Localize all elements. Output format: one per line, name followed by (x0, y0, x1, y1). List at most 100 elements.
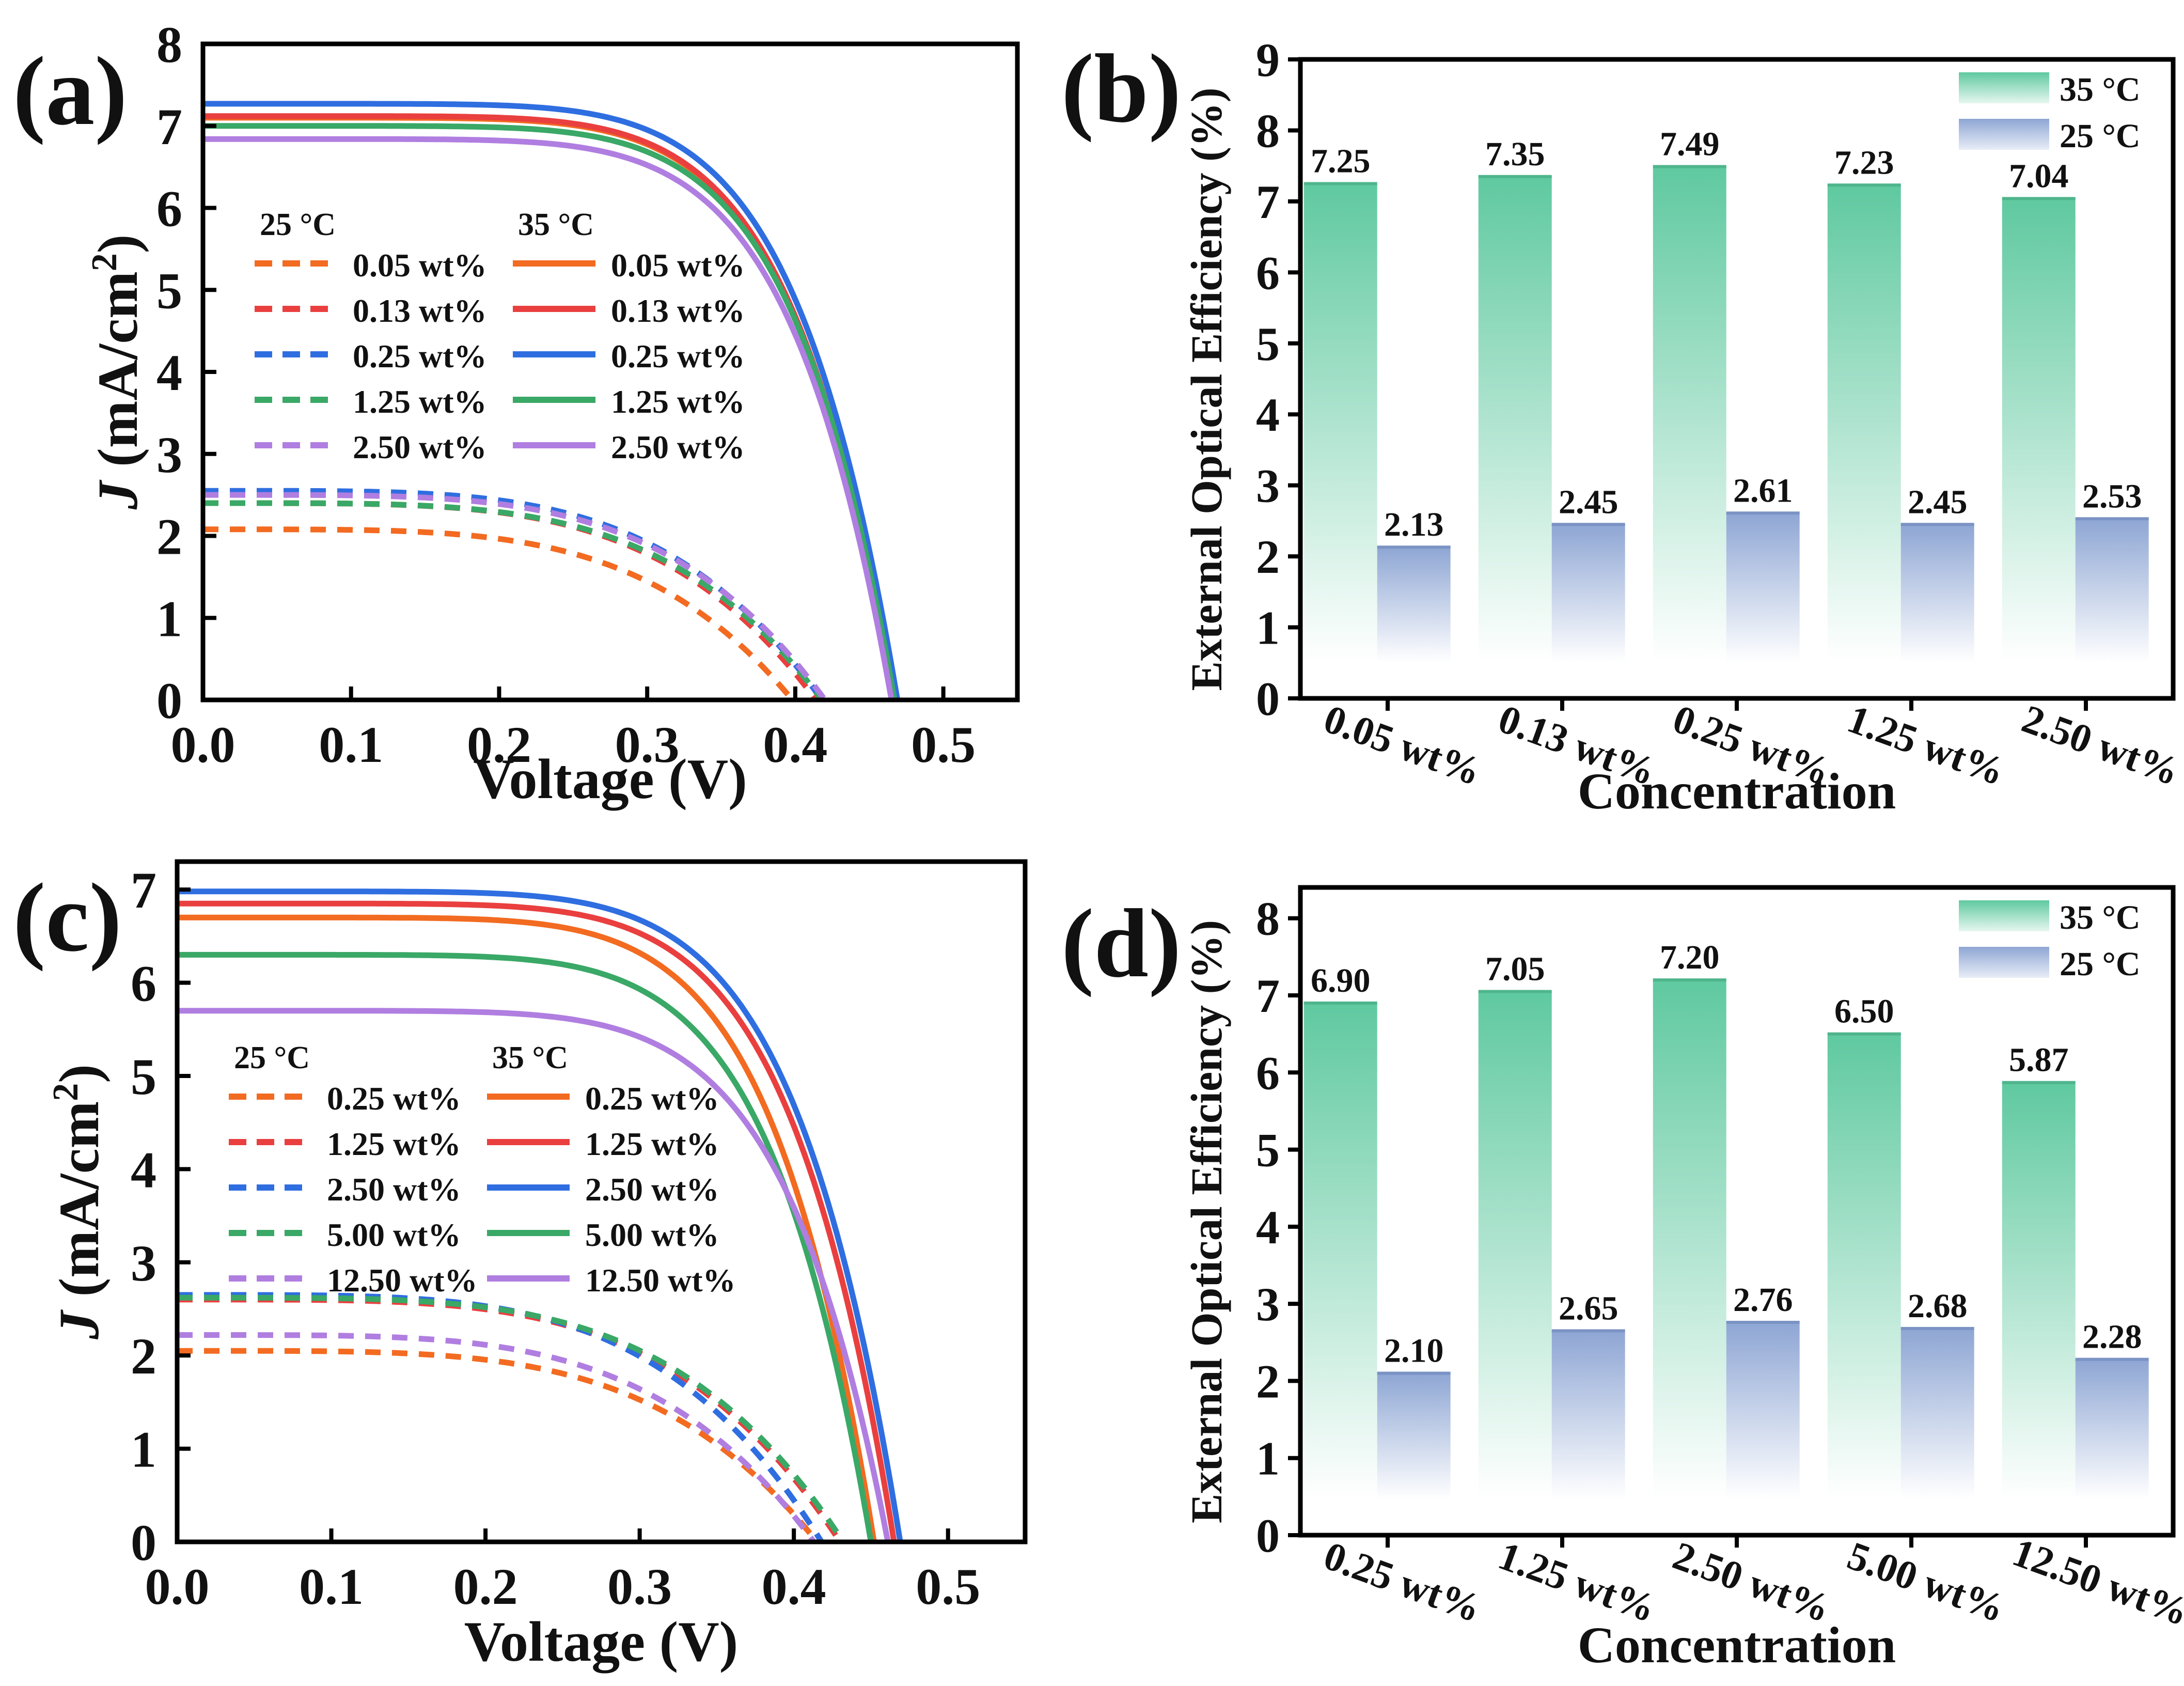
panel-label: (c) (13, 864, 122, 972)
y-tick-label: 8 (1256, 104, 1280, 157)
bar-35c (1827, 185, 1901, 662)
bar-25c-value-label: 2.28 (2082, 1318, 2142, 1356)
bar-35c-value-label: 7.05 (1485, 950, 1545, 988)
y-tick-label: 9 (1256, 34, 1280, 86)
y-axis-label-close: ) (48, 1064, 111, 1083)
bar-35c (1478, 991, 1552, 1499)
x-tick-label: 0.1 (299, 1558, 364, 1615)
legend-label: 5.00 wt% (327, 1216, 461, 1253)
x-tick-label: 0.3 (607, 1558, 672, 1615)
bar-35c (2002, 1082, 2076, 1499)
legend-label: 2.50 wt% (585, 1171, 719, 1208)
x-tick-label: 0.5 (916, 1558, 980, 1615)
panel-label: (d) (1061, 889, 1181, 998)
series-line-35c-0.13 (203, 113, 896, 700)
y-tick-label: 7 (1256, 970, 1280, 1022)
series-line-35c-0.25 (203, 101, 901, 700)
y-tick-label: 1 (1256, 602, 1280, 654)
legend-label: 0.25 wt% (327, 1080, 461, 1117)
bar-35c-value-label: 6.50 (1834, 993, 1894, 1031)
bar-25c-value-label: 2.61 (1733, 472, 1793, 509)
y-tick-label: 4 (1256, 1201, 1280, 1254)
x-tick-label: 0.2 (453, 1558, 518, 1615)
y-tick-label: 5 (156, 262, 182, 319)
y-axis-label-symbol: J (86, 479, 149, 510)
y-axis-label: J (mA/cm2) (46, 1064, 111, 1340)
bar-35c-value-label: 6.90 (1311, 962, 1371, 1000)
legend-label: 0.25 wt% (353, 338, 487, 374)
legend: 25 °C 35 °C 0.05 wt% 0.13 wt% 0.25 wt% 1.25 w… (255, 207, 745, 465)
x-tick-label: 0.2 (467, 716, 531, 773)
bar-35c (1827, 1034, 1901, 1499)
plot-frame (1298, 885, 2176, 1538)
bar-25c-value-label: 2.65 (1559, 1289, 1619, 1327)
legend-label-35c: 35 °C (2060, 899, 2141, 936)
x-tick-label: 0.4 (763, 716, 827, 773)
bar-25c (2075, 519, 2149, 662)
y-tick-label: 7 (156, 98, 182, 155)
x-tick-label: 0.4 (762, 1558, 826, 1615)
y-tick-label: 2 (1256, 1355, 1280, 1408)
series-line-25c-2.50 (177, 1292, 824, 1542)
y-tick-label: 5 (1256, 1124, 1280, 1177)
x-tick-label: 0.5 (911, 716, 976, 773)
y-axis-label-sup: 2 (46, 1083, 86, 1101)
bar-25c-value-label: 2.10 (1384, 1332, 1444, 1370)
category-label: 12.50 wt% (2007, 1529, 2184, 1634)
bar-25c (1900, 524, 1974, 662)
legend-label: 0.05 wt% (611, 247, 745, 284)
series-line-35c-0.25 (177, 914, 877, 1542)
legend-label: 0.13 wt% (611, 292, 745, 329)
y-axis-label-sup: 2 (85, 253, 124, 271)
panel-c: (c) 0.0 0.1 0.2 0.3 0.4 0.5 0 1 2 3 4 5 6 7 Voltage (V)… (13, 859, 1028, 1673)
bar-25c-value-label: 2.53 (2082, 477, 2142, 515)
bar-35c (1653, 980, 1726, 1499)
bar-35c-value-label: 7.23 (1834, 144, 1894, 181)
x-tick-label: 0.0 (171, 716, 235, 773)
series-line-35c-5.00 (177, 951, 874, 1542)
series-line-35c-2.50 (177, 888, 903, 1542)
category-label: 0.05 wt% (1318, 696, 1487, 794)
plot-frame (1298, 57, 2176, 701)
legend-header-35c: 35 °C (492, 1040, 568, 1075)
x-tick-label: 0.1 (319, 716, 383, 773)
bar-25c-value-label: 2.68 (1908, 1287, 1968, 1325)
curves (177, 888, 903, 1542)
series-line-35c-12.50 (177, 1008, 891, 1542)
bar-35c (1653, 166, 1726, 662)
bar-35c-value-label: 5.87 (2009, 1041, 2069, 1079)
bar-35c (1303, 183, 1377, 662)
panel-b: (b)7.252.130.05 wt%7.352.450.13 wt%7.492… (1061, 34, 2184, 820)
bar-25c (1377, 1373, 1451, 1499)
bar-25c (1551, 524, 1625, 662)
y-axis-label: External Optical Efficiency (%) (1182, 88, 1231, 691)
bar-35c-value-label: 7.35 (1485, 135, 1545, 173)
y-tick-label: 0 (1256, 673, 1280, 725)
y-tick-label: 4 (1256, 388, 1280, 441)
series-line-25c-0.25 (177, 1348, 820, 1542)
y-axis-label: J (mA/cm2) (85, 235, 149, 510)
bar-35c-value-label: 7.20 (1660, 939, 1720, 976)
bar-25c (2075, 1359, 2149, 1499)
legend: 35 °C 25 °C (1959, 71, 2141, 155)
legend-header-35c: 35 °C (518, 207, 594, 242)
y-tick-label: 3 (1256, 1278, 1280, 1331)
bar-35c-value-label: 7.49 (1660, 126, 1720, 163)
legend-label: 12.50 wt% (585, 1262, 736, 1299)
legend-label: 12.50 wt% (327, 1262, 478, 1299)
panel-label: (b) (1061, 35, 1181, 143)
bar-35c-value-label: 7.25 (1311, 143, 1371, 180)
y-tick-label: 2 (1256, 530, 1280, 583)
bar-25c-value-label: 2.13 (1384, 506, 1444, 543)
bar-35c (1478, 176, 1552, 662)
panel-label: (a) (13, 37, 128, 146)
series-line-25c-0.05 (203, 526, 795, 700)
legend-label: 1.25 wt% (353, 383, 487, 420)
y-tick-label: 2 (156, 508, 182, 566)
legend-label: 0.25 wt% (611, 338, 745, 374)
y-tick-label: 8 (156, 16, 182, 73)
legend-label-25c: 25 °C (2060, 117, 2141, 155)
legend: 25 °C 35 °C 0.25 wt% 1.25 wt% 2.50 wt% 5.00 w… (229, 1040, 736, 1299)
y-tick-label: 0 (131, 1514, 156, 1571)
